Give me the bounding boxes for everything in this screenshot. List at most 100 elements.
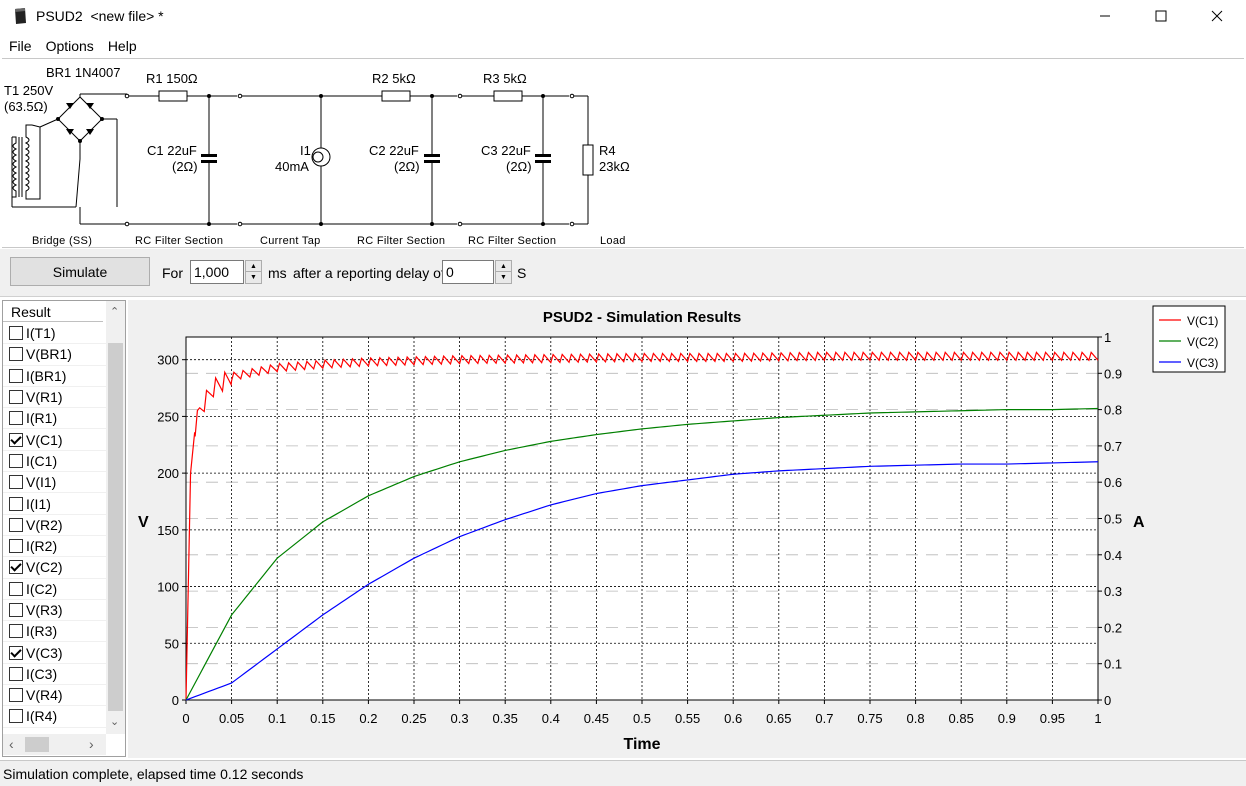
spinner-down-icon[interactable]: ▼ xyxy=(250,274,257,281)
result-checkbox[interactable] xyxy=(9,496,23,511)
bridge-label: BR1 1N4007 xyxy=(46,65,120,80)
menu-options[interactable]: Options xyxy=(45,38,94,54)
c2-label-2: (2Ω) xyxy=(394,159,420,174)
x-axis-label: Time xyxy=(623,736,660,753)
result-item[interactable]: I(T1) xyxy=(3,323,106,345)
menu-help[interactable]: Help xyxy=(107,38,137,54)
result-column-header[interactable]: Result xyxy=(3,301,103,322)
minimize-button[interactable] xyxy=(1082,0,1128,32)
menu-file[interactable]: File xyxy=(9,38,32,54)
result-checkbox[interactable] xyxy=(9,453,23,468)
y2-tick-label: 0.4 xyxy=(1104,548,1122,563)
result-label: I(C3) xyxy=(26,665,58,682)
bridge-rectifier-icon xyxy=(39,94,118,208)
result-item[interactable]: V(R2) xyxy=(3,515,106,536)
chart-area: 0 0.05 0.1 0.15 0.2 0.25 0.3 0.35 0.4 0.45 0.5 0.55… xyxy=(128,300,1246,758)
x-tick-label: 1 xyxy=(1094,711,1101,726)
result-checkbox[interactable] xyxy=(9,645,23,660)
result-item[interactable]: V(I1) xyxy=(3,472,106,494)
duration-input[interactable] xyxy=(190,260,244,284)
result-label: I(I1) xyxy=(26,495,51,512)
result-item[interactable]: I(C3) xyxy=(3,664,106,686)
result-checkbox[interactable] xyxy=(9,368,23,383)
result-checkbox[interactable] xyxy=(9,666,23,681)
y-tick-label: 0 xyxy=(172,693,179,708)
delay-input[interactable] xyxy=(442,260,494,284)
x-tick-label: 0.45 xyxy=(584,711,609,726)
app-icon xyxy=(15,8,26,24)
c1-label-1: C1 22uF xyxy=(147,143,197,158)
simulation-chart[interactable]: 0 0.05 0.1 0.15 0.2 0.25 0.3 0.35 0.4 0.45 0.5 0.55… xyxy=(128,300,1246,758)
maximize-button[interactable] xyxy=(1138,0,1184,32)
x-tick-label: 0.65 xyxy=(766,711,791,726)
result-item[interactable]: V(C1) xyxy=(3,429,106,451)
simulate-button[interactable]: Simulate xyxy=(10,257,150,286)
result-label: I(R4) xyxy=(26,708,58,725)
result-item[interactable]: V(C2) xyxy=(3,557,106,579)
x-tick-label: 0.85 xyxy=(949,711,974,726)
x-tick-label: 0.35 xyxy=(493,711,518,726)
legend-label: V(C2) xyxy=(1187,335,1218,349)
result-checkbox[interactable] xyxy=(9,347,23,362)
duration-spinner[interactable]: ▲ ▼ xyxy=(245,260,262,284)
series-line-vc1 xyxy=(185,351,1099,701)
y2-axis-label: A xyxy=(1133,514,1145,531)
result-checkbox[interactable] xyxy=(9,581,23,596)
x-tick-label: 0.3 xyxy=(451,711,469,726)
y2-tick-label: 0.2 xyxy=(1104,620,1122,635)
close-button[interactable] xyxy=(1194,0,1240,32)
result-checkbox[interactable] xyxy=(9,411,23,426)
result-item[interactable]: I(R2) xyxy=(3,536,106,558)
scroll-left-icon[interactable]: ‹ xyxy=(9,736,14,752)
result-item[interactable]: V(BR1) xyxy=(3,344,106,366)
delay-spinner[interactable]: ▲ ▼ xyxy=(495,260,512,284)
vertical-scrollbar[interactable]: ⌃ ⌄ xyxy=(106,301,125,734)
result-item[interactable]: I(R4) xyxy=(3,706,106,728)
result-item[interactable]: V(R1) xyxy=(3,387,106,409)
result-item[interactable]: V(R4) xyxy=(3,685,106,707)
circuit-schematic[interactable]: BR1 1N4007 T1 250V (63.5Ω) R1 150Ω C1 22… xyxy=(2,58,1244,248)
result-checkbox[interactable] xyxy=(9,709,23,724)
scroll-right-icon[interactable]: › xyxy=(89,736,94,752)
status-text: Simulation complete, elapsed time 0.12 s… xyxy=(3,766,304,782)
result-checkbox[interactable] xyxy=(9,517,23,532)
result-item[interactable]: I(BR1) xyxy=(3,366,106,387)
result-item[interactable]: V(R3) xyxy=(3,600,106,622)
result-checkbox[interactable] xyxy=(9,432,23,447)
c3-label-1: C3 22uF xyxy=(481,143,531,158)
result-checkbox[interactable] xyxy=(9,688,23,703)
result-item[interactable]: V(C3) xyxy=(3,642,106,664)
result-item[interactable]: I(C2) xyxy=(3,579,106,600)
i1-label-1: I1 xyxy=(300,143,311,158)
result-item[interactable]: I(I1) xyxy=(3,493,106,515)
spinner-up-icon[interactable]: ▲ xyxy=(496,261,511,272)
x-tick-label: 0.05 xyxy=(219,711,244,726)
result-item[interactable]: I(R3) xyxy=(3,621,106,643)
result-checkbox[interactable] xyxy=(9,475,23,490)
scrollbar-thumb[interactable] xyxy=(108,343,123,711)
scrollbar-thumb[interactable] xyxy=(25,737,49,752)
horizontal-scrollbar[interactable]: ‹ › xyxy=(3,734,106,755)
result-label: V(BR1) xyxy=(26,346,72,363)
result-item[interactable]: I(R1) xyxy=(3,408,106,430)
r2-label: R2 5kΩ xyxy=(372,71,416,86)
result-checkbox[interactable] xyxy=(9,539,23,554)
scroll-up-icon[interactable]: ⌃ xyxy=(110,306,120,318)
spinner-up-icon[interactable]: ▲ xyxy=(246,261,261,272)
x-tick-label: 0.6 xyxy=(724,711,742,726)
result-checkbox[interactable] xyxy=(9,326,23,341)
result-checkbox[interactable] xyxy=(9,603,23,617)
result-checkbox[interactable] xyxy=(9,560,23,575)
result-checkbox[interactable] xyxy=(9,390,23,405)
simulation-toolbar: Simulate For ▲ ▼ ms after a reporting de… xyxy=(0,249,1246,297)
scroll-down-icon[interactable]: ⌄ xyxy=(110,716,120,728)
result-checkbox[interactable] xyxy=(9,624,23,639)
window-title: PSUD2 <new file> * xyxy=(36,8,164,24)
c1-label-2: (2Ω) xyxy=(172,159,198,174)
result-item[interactable]: I(C1) xyxy=(3,451,106,473)
y-axis-label: V xyxy=(138,514,149,531)
result-label: V(R2) xyxy=(26,516,63,533)
spinner-down-icon[interactable]: ▼ xyxy=(500,274,507,281)
y-tick-label: 300 xyxy=(157,353,179,368)
x-tick-label: 0 xyxy=(182,711,189,726)
